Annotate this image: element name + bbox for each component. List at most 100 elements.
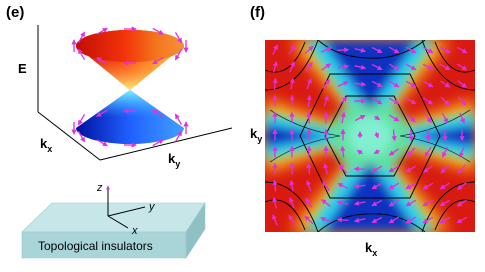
spin-arrow: [289, 77, 295, 90]
spin-arrow: [96, 109, 108, 117]
spin-arrow: [77, 130, 86, 143]
spin-arrow: [320, 217, 332, 223]
spin-arrow: [96, 139, 108, 147]
spin-arrow: [152, 109, 164, 117]
spin-arrow: [456, 63, 468, 71]
spin-arrow: [77, 31, 86, 44]
kx-axis-label: kx: [40, 136, 52, 154]
spin-arrow: [152, 57, 164, 65]
spin-arrow: [306, 179, 312, 192]
spin-arrow: [439, 216, 451, 224]
ti-slab: [21, 201, 206, 260]
spin-arrow: [340, 145, 346, 158]
spin-arrow: [371, 63, 383, 71]
spin-arrow: [320, 47, 332, 53]
spin-arrow: [272, 44, 278, 56]
spin-arrow: [424, 113, 432, 124]
panel-label: (e): [6, 4, 24, 21]
heatmap: [265, 40, 475, 232]
spin-arrow: [305, 61, 313, 72]
spin-arrow: [306, 94, 312, 107]
spin-arrow: [336, 217, 349, 223]
caption: Topological insulators: [38, 239, 153, 253]
y-label: y: [148, 201, 156, 213]
spin-arrow: [388, 199, 400, 207]
ky-axis-label: ky: [250, 126, 262, 144]
spin-arrow: [457, 164, 466, 174]
spin-arrow: [442, 146, 448, 158]
spin-arrow: [405, 80, 417, 88]
spin-arrow: [440, 96, 450, 106]
spin-arrow: [338, 96, 348, 106]
spin-arrow: [174, 130, 183, 143]
spin-arrow: [388, 114, 400, 122]
spin-arrow: [422, 63, 434, 71]
spin-arrow: [439, 46, 451, 54]
spin-arrow: [272, 196, 278, 209]
spin-arrow: [405, 182, 417, 190]
spin-arrow: [337, 64, 350, 70]
spin-arrow: [457, 80, 468, 88]
spin-arrow: [388, 46, 400, 54]
spin-arrow: [354, 64, 367, 70]
spin-arrow: [440, 164, 450, 174]
spin-arrow: [422, 216, 434, 224]
spin-arrow: [354, 47, 367, 53]
spin-arrow: [388, 165, 400, 173]
spin-arrow: [305, 197, 313, 208]
spin-arrow: [457, 96, 467, 106]
spin-arrow: [96, 57, 108, 65]
ky-axis-label: ky: [168, 151, 180, 169]
spin-arrow: [388, 97, 400, 105]
spin-arrow: [388, 148, 399, 156]
spin-arrow: [408, 129, 414, 142]
spin-arrow: [371, 97, 383, 105]
spin-arrow: [289, 179, 295, 192]
spin-arrow: [371, 182, 383, 190]
spin-arrow: [337, 81, 349, 87]
xyz-axes: [106, 185, 146, 229]
spin-arrow: [272, 60, 278, 73]
spin-arrow: [338, 164, 348, 174]
spin-arrow: [288, 44, 296, 55]
energy-axis-label: E: [18, 61, 27, 76]
spin-arrow: [405, 199, 417, 207]
spin-arrow: [304, 45, 314, 55]
spin-arrow: [457, 182, 467, 190]
spin-arrow: [388, 63, 400, 71]
spin-arrow: [422, 46, 434, 54]
kx-axis-label: kx: [365, 240, 377, 258]
spin-arrow: [459, 146, 465, 158]
axes-3d: [37, 25, 233, 161]
spin-arrow: [422, 80, 434, 88]
spin-arrow: [353, 200, 366, 206]
spin-arrow: [371, 165, 383, 173]
spin-arrow: [374, 131, 380, 139]
spin-arrow: [405, 97, 417, 105]
spin-arrow: [388, 80, 400, 88]
spin-arrow: [424, 146, 432, 158]
spin-arrow: [354, 81, 367, 87]
spin-arrow: [174, 113, 183, 126]
spin-arrow: [96, 27, 108, 35]
spin-arrow: [388, 182, 400, 190]
spin-arrow: [371, 46, 383, 54]
spin-arrow: [423, 97, 434, 105]
z-label: z: [96, 182, 103, 194]
spin-arrow: [405, 165, 417, 173]
spin-arrow: [289, 197, 295, 209]
spin-arrow: [405, 46, 417, 54]
spin-arrow: [422, 182, 434, 190]
spin-arrow: [456, 216, 468, 224]
spin-arrow: [354, 114, 366, 122]
spin-arrow: [272, 179, 278, 192]
spin-arrow: [152, 27, 164, 35]
spin-texture: [272, 44, 468, 226]
x-label: x: [131, 225, 138, 237]
spin-arrow: [440, 80, 451, 88]
dirac-cone: [76, 30, 184, 144]
spin-arrow: [456, 46, 468, 54]
spin-arrow: [323, 94, 329, 107]
spin-arrow: [272, 77, 278, 90]
